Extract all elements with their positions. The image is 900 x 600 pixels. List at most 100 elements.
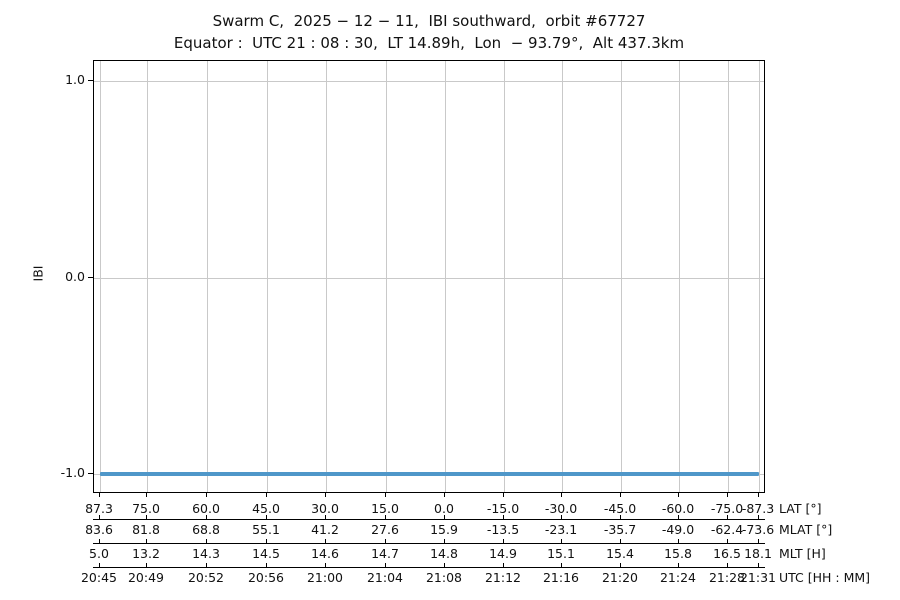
axis-row-value: 20:52 xyxy=(187,570,225,585)
x-gridline xyxy=(503,61,505,492)
axis-row-value: 81.8 xyxy=(132,522,160,537)
axis-row-value: 21:04 xyxy=(366,570,404,585)
axis-row-value: -87.3 xyxy=(741,501,775,516)
axis-row-spine xyxy=(93,567,765,568)
axis-row-value: -49.0 xyxy=(661,522,695,537)
axis-row-value: 21:31 xyxy=(739,570,777,585)
axis-row-value: 15.4 xyxy=(606,546,634,561)
axis-row-tick-mark xyxy=(325,515,326,519)
axis-row-tick-mark xyxy=(620,539,621,543)
axis-row-tick-mark xyxy=(561,563,562,567)
y-gridline xyxy=(94,80,764,82)
x-tick-mark xyxy=(727,493,728,497)
axis-row-tick-mark xyxy=(266,563,267,567)
axis-row-tick-mark xyxy=(758,563,759,567)
axis-row-value: 14.9 xyxy=(489,546,517,561)
axis-row-spine xyxy=(93,519,765,520)
x-gridline xyxy=(620,61,622,492)
axis-row-value: 5.0 xyxy=(89,546,109,561)
axis-row-value: 21:08 xyxy=(425,570,463,585)
axis-row-tick-mark xyxy=(503,539,504,543)
axis-row-tick-mark xyxy=(678,539,679,543)
axis-row-tick-mark xyxy=(758,539,759,543)
axis-row-caption: MLAT [°] xyxy=(779,522,833,537)
axis-row-value: -62.4 xyxy=(710,522,744,537)
x-gridline xyxy=(444,61,446,492)
axis-row-value: 41.2 xyxy=(311,522,339,537)
axis-row-value: 20:49 xyxy=(127,570,165,585)
axis-row-value: -15.0 xyxy=(486,501,520,516)
axis-row-value: -60.0 xyxy=(661,501,695,516)
x-gridline xyxy=(758,61,760,492)
axis-row-tick-mark xyxy=(620,515,621,519)
axis-row-tick-mark xyxy=(727,539,728,543)
axis-row-tick-mark xyxy=(758,515,759,519)
axis-row-tick-mark xyxy=(620,563,621,567)
x-gridline xyxy=(99,61,101,492)
axis-row-value: 13.2 xyxy=(132,546,160,561)
axis-row-value: 30.0 xyxy=(311,501,339,516)
axis-row-tick-mark xyxy=(146,563,147,567)
axis-row-spine xyxy=(93,543,765,544)
axis-row-value: 0.0 xyxy=(434,501,454,516)
y-axis-label: IBI xyxy=(30,265,46,282)
x-gridline xyxy=(266,61,268,492)
axis-row-tick-mark xyxy=(266,515,267,519)
axis-row-caption: MLT [H] xyxy=(779,546,826,561)
x-tick-mark xyxy=(620,493,621,497)
axis-row-value: 21:00 xyxy=(306,570,344,585)
y-gridline xyxy=(94,277,764,279)
axis-row-value: 45.0 xyxy=(252,501,280,516)
y-tick-mark xyxy=(88,277,93,278)
x-tick-mark xyxy=(146,493,147,497)
axis-row-value: 55.1 xyxy=(252,522,280,537)
axis-row-tick-mark xyxy=(325,563,326,567)
ibi-series-line xyxy=(100,472,759,476)
y-tick-label: -1.0 xyxy=(60,465,85,480)
x-gridline xyxy=(206,61,208,492)
axis-row-value: 60.0 xyxy=(192,501,220,516)
axis-row-value: -13.5 xyxy=(486,522,520,537)
axis-row-tick-mark xyxy=(385,563,386,567)
x-tick-mark xyxy=(678,493,679,497)
x-gridline xyxy=(146,61,148,492)
x-tick-mark xyxy=(385,493,386,497)
axis-row-value: 20:56 xyxy=(247,570,285,585)
x-tick-mark xyxy=(325,493,326,497)
axis-row-tick-mark xyxy=(444,539,445,543)
x-tick-mark xyxy=(503,493,504,497)
plot-area xyxy=(93,60,765,493)
x-tick-mark xyxy=(758,493,759,497)
axis-row-value: 27.6 xyxy=(371,522,399,537)
axis-row-tick-mark xyxy=(99,515,100,519)
axis-row-caption: UTC [HH : MM] xyxy=(779,570,871,585)
axis-row-value: 21:12 xyxy=(484,570,522,585)
axis-row-caption: LAT [°] xyxy=(779,501,822,516)
y-tick-label: 1.0 xyxy=(65,72,85,87)
axis-row-tick-mark xyxy=(206,563,207,567)
axis-row-tick-mark xyxy=(444,563,445,567)
y-tick-mark xyxy=(88,473,93,474)
axis-row-value: 14.8 xyxy=(430,546,458,561)
x-gridline xyxy=(385,61,387,492)
axis-row-tick-mark xyxy=(503,515,504,519)
x-tick-mark xyxy=(206,493,207,497)
x-gridline xyxy=(727,61,729,492)
axis-row-value: 87.3 xyxy=(85,501,113,516)
axis-row-tick-mark xyxy=(206,539,207,543)
axis-row-value: -75.0 xyxy=(710,501,744,516)
axis-row-tick-mark xyxy=(385,515,386,519)
axis-row-tick-mark xyxy=(444,515,445,519)
axis-row-value: 83.6 xyxy=(85,522,113,537)
chart-title: Swarm C, 2025 − 12 − 11, IBI southward, … xyxy=(212,12,646,30)
x-tick-mark xyxy=(561,493,562,497)
y-tick-label: 0.0 xyxy=(65,269,85,284)
axis-row-tick-mark xyxy=(727,515,728,519)
axis-row-tick-mark xyxy=(561,539,562,543)
x-gridline xyxy=(678,61,680,492)
axis-row-value: -30.0 xyxy=(544,501,578,516)
axis-row-value: 21:20 xyxy=(601,570,639,585)
axis-row-tick-mark xyxy=(727,563,728,567)
axis-row-tick-mark xyxy=(325,539,326,543)
